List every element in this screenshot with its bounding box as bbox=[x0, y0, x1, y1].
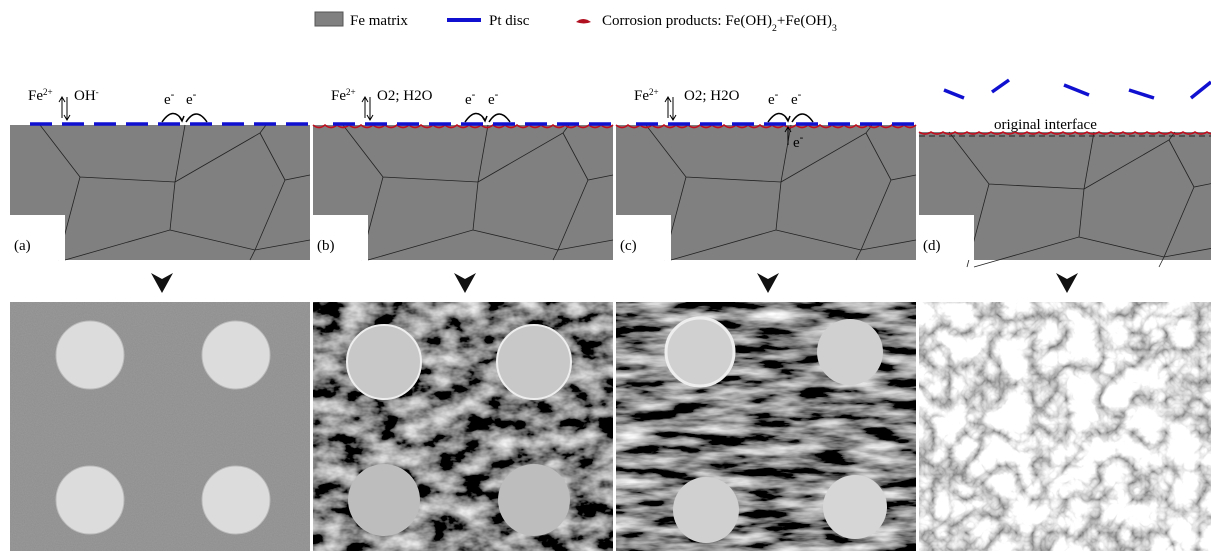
text-segment: Fe bbox=[634, 88, 649, 104]
annotation: e- bbox=[186, 89, 197, 108]
annotation: e- bbox=[488, 89, 499, 108]
schematic-panel: (d) bbox=[919, 80, 1211, 267]
text-segment: - bbox=[171, 89, 175, 101]
panel-label: (c) bbox=[620, 238, 637, 254]
annotation: OH- bbox=[74, 87, 99, 104]
text-segment: 3 bbox=[832, 23, 837, 34]
text-segment: O2; H2O bbox=[377, 88, 433, 104]
text-segment: - bbox=[193, 89, 197, 101]
text-segment: - bbox=[472, 89, 476, 101]
text-segment: - bbox=[775, 89, 779, 101]
ion-arrows bbox=[665, 97, 676, 120]
annotation: e- bbox=[164, 89, 175, 108]
text-segment: - bbox=[800, 132, 804, 144]
down-arrow bbox=[1056, 273, 1078, 293]
text-segment: Fe matrix bbox=[350, 13, 408, 29]
annotation: e- bbox=[791, 89, 802, 108]
down-arrow bbox=[757, 273, 779, 293]
pt-disc bbox=[1129, 90, 1154, 98]
pt-disc bbox=[944, 90, 964, 98]
text-segment: original interface bbox=[994, 117, 1097, 133]
panel-label: (b) bbox=[317, 238, 335, 254]
pt-disc bbox=[1191, 82, 1211, 98]
down-arrow bbox=[151, 273, 173, 293]
text-segment: +Fe(OH) bbox=[777, 13, 832, 29]
electron-arrows bbox=[162, 113, 207, 122]
ion-arrows bbox=[59, 97, 70, 120]
text-segment: - bbox=[96, 87, 99, 97]
legend-label: Fe matrix bbox=[350, 13, 408, 29]
annotation: e- bbox=[768, 89, 779, 108]
annotation: original interface bbox=[994, 117, 1097, 133]
schematic-panel: (b) bbox=[313, 97, 613, 260]
text-segment: OH bbox=[74, 88, 96, 104]
annotation: Fe2+ bbox=[28, 87, 53, 104]
text-segment: Fe bbox=[331, 88, 346, 104]
legend-label: Pt disc bbox=[489, 13, 530, 29]
text-segment: - bbox=[798, 89, 802, 101]
schematic-panel: (a) bbox=[10, 97, 310, 260]
text-segment: 2+ bbox=[43, 87, 53, 97]
panel-label: (d) bbox=[923, 238, 941, 254]
schematic-panel: (c) bbox=[616, 97, 916, 260]
electron-arrows bbox=[465, 113, 510, 122]
pt-disc bbox=[992, 80, 1009, 92]
down-arrow bbox=[454, 273, 476, 293]
legend-swatch-fe bbox=[315, 12, 343, 26]
text-segment: - bbox=[495, 89, 499, 101]
annotation: Fe2+ bbox=[331, 87, 356, 104]
text-segment: Pt disc bbox=[489, 13, 530, 29]
text-segment: Corrosion products: Fe(OH) bbox=[602, 13, 772, 29]
annotation: Fe2+ bbox=[634, 87, 659, 104]
annotation: O2; H2O bbox=[684, 88, 740, 104]
text-segment: Fe bbox=[28, 88, 43, 104]
figure: Fe matrix Pt disc Corrosion products: Fe(O… bbox=[0, 0, 1211, 551]
panel-label: (a) bbox=[14, 238, 31, 254]
text-segment: O2; H2O bbox=[684, 88, 740, 104]
annotation: e- bbox=[465, 89, 476, 108]
pt-disc bbox=[1064, 85, 1089, 95]
legend-swatch-corrosion bbox=[576, 19, 591, 24]
text-segment: 2+ bbox=[346, 87, 356, 97]
electron-arrows bbox=[768, 113, 813, 122]
legend-label: Corrosion products: Fe(OH)2+Fe(OH)3 bbox=[602, 13, 837, 34]
sem-image bbox=[919, 302, 1211, 551]
text-segment: 2+ bbox=[649, 87, 659, 97]
ion-arrows bbox=[362, 97, 373, 120]
annotation: O2; H2O bbox=[377, 88, 433, 104]
